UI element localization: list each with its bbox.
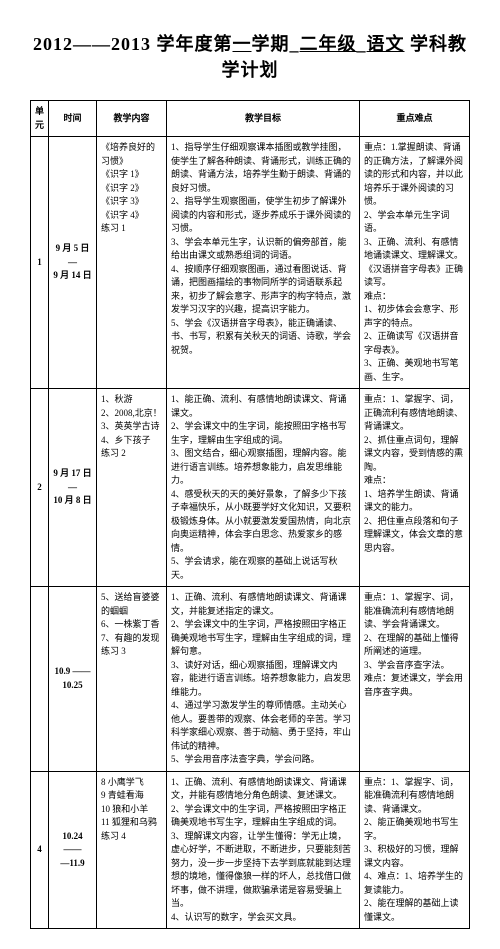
title-subject: 语文 — [367, 34, 405, 54]
unit-cell: 1 — [31, 137, 49, 389]
col-goal-header: 教学目标 — [167, 101, 360, 137]
key-cell: 重点：1、掌握字、词，能准确流利有感情地朗读、学会背诵课文。2、在理解的基础上懂… — [360, 587, 470, 772]
page-title: 2012——2013 学年度第一学期_二年级_语文 学科教学计划 — [30, 30, 470, 82]
content-cell: 8 小鹰学飞9 青蛙看海10 狼和小羊11 狐狸和乌鸦练习 4 — [97, 771, 167, 929]
col-key-header: 重点难点 — [360, 101, 470, 137]
goal-cell: 1、正确、流利、有感情地朗读课文、背诵课文，并能有感情地分角色朗读、复述课文。2… — [167, 771, 360, 929]
title-part: 学期 — [252, 34, 290, 54]
time-cell: 10.24 ———11.9 — [49, 771, 97, 929]
table-header-row: 单元 时间 教学内容 教学目标 重点难点 — [31, 101, 470, 137]
key-cell: 重点：1、掌握字、词，能准确流利有感情地朗读、背诵课文。2、能正确美观地书写生字… — [360, 771, 470, 929]
time-cell: 9 月 17 日—10 月 8 日 — [49, 389, 97, 587]
time-cell: 10.9 ——10.25 — [49, 587, 97, 772]
col-content-header: 教学内容 — [97, 101, 167, 137]
goal-cell: 1、能正确、流利、有感情地朗读课文、背诵课文。2、学会课文中的生字词，能按照田字… — [167, 389, 360, 587]
content-cell: 《培养良好的习惯》《识字 1》《识字 2》《识字 3》《识字 4》练习 1 — [97, 137, 167, 389]
title-semester: 一 — [233, 34, 252, 54]
unit-cell: 2 — [31, 389, 49, 587]
col-time-header: 时间 — [49, 101, 97, 137]
col-unit-header: 单元 — [31, 101, 49, 137]
table-row: 10.9 ——10.25 5、送给盲婆婆的蝈蝈6、一株紫丁香7、有趣的发现练习 … — [31, 587, 470, 772]
content-cell: 5、送给盲婆婆的蝈蝈6、一株紫丁香7、有趣的发现练习 3 — [97, 587, 167, 772]
time-cell: 9 月 5 日—9 月 14 日 — [49, 137, 97, 389]
title-grade: 二年级 — [300, 34, 357, 54]
plan-table: 单元 时间 教学内容 教学目标 重点难点 1 9 月 5 日—9 月 14 日 … — [30, 100, 470, 929]
goal-cell: 1、指导学生仔细观察课本插图或教学挂图，使学生了解各种朗读、背诵形式，训练正确的… — [167, 137, 360, 389]
table-row: 4 10.24 ———11.9 8 小鹰学飞9 青蛙看海10 狼和小羊11 狐狸… — [31, 771, 470, 929]
key-cell: 重点：1、掌握字、词，正确流利有感情地朗读、背诵课文。2、抓住重点词句，理解课文… — [360, 389, 470, 587]
table-row: 2 9 月 17 日—10 月 8 日 1、秋游2、2008,北京！3、英英学古… — [31, 389, 470, 587]
content-cell: 1、秋游2、2008,北京！3、英英学古诗4、乡下孩子练习 2 — [97, 389, 167, 587]
table-row: 1 9 月 5 日—9 月 14 日 《培养良好的习惯》《识字 1》《识字 2》… — [31, 137, 470, 389]
key-cell: 重点：1.掌握朗读、背诵的正确方法，了解课外阅读的形式和内容，并以此培养乐于课外… — [360, 137, 470, 389]
goal-cell: 1、正确、流利、有感情地朗读课文、背诵课文，并能复述指定的课文。2、学会课文中的… — [167, 587, 360, 772]
title-part: 2012——2013 学年度第 — [33, 34, 233, 54]
unit-cell: 4 — [31, 771, 49, 929]
unit-cell — [31, 587, 49, 772]
